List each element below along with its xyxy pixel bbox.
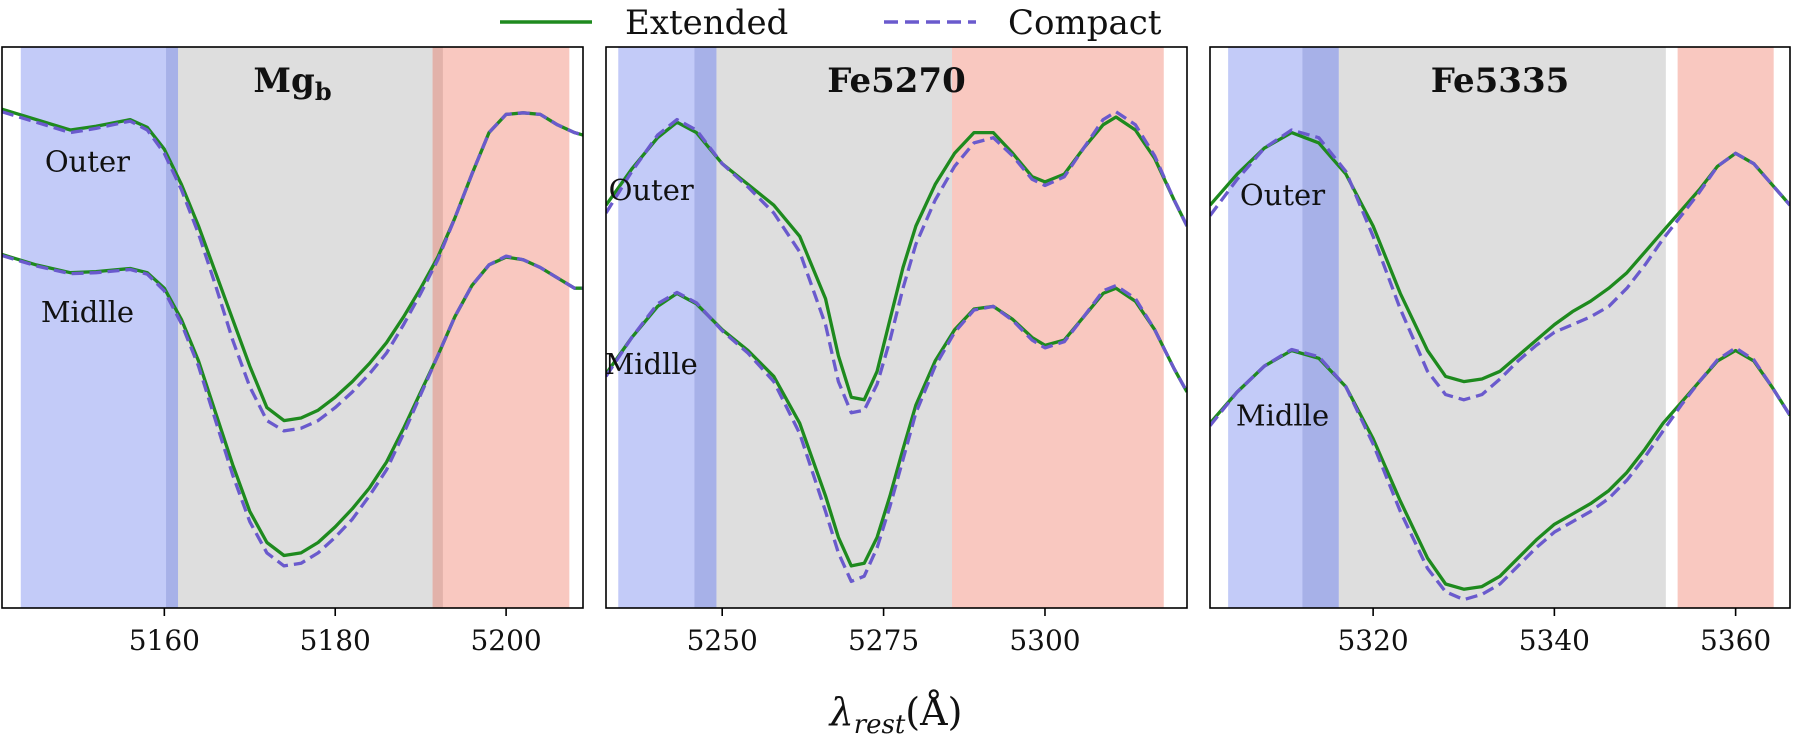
fe5270-band-red bbox=[952, 47, 1164, 608]
fe5335-band-red bbox=[1677, 47, 1774, 608]
x-axis-unit: (Å) bbox=[905, 690, 962, 734]
mgb-outer-compact-line bbox=[2, 110, 583, 433]
fe5335-tick-label-5360: 5360 bbox=[1700, 624, 1771, 657]
fe5270-band-grey bbox=[694, 47, 953, 608]
fe5270-band-blue-overlap bbox=[694, 47, 717, 608]
mgb-tick-label-5200: 5200 bbox=[470, 624, 541, 657]
fe5335-label-midlle: Midlle bbox=[1236, 399, 1329, 433]
fe5335-tick-label-5340: 5340 bbox=[1519, 624, 1590, 657]
mgb-band-blue-overlap bbox=[166, 47, 179, 608]
x-axis-subscript: rest bbox=[854, 710, 906, 740]
fe5335-plot-area bbox=[1210, 47, 1790, 608]
x-axis-label: λrest(Å) bbox=[828, 690, 963, 740]
legend-extended-label: Extended bbox=[625, 3, 788, 43]
fe5270-axes-frame bbox=[605, 46, 1188, 609]
fe5335-band-blue-overlap bbox=[1302, 47, 1339, 608]
fe5270-title: Fe5270 bbox=[827, 61, 966, 101]
fe5335-outer-compact-line bbox=[1210, 128, 1790, 402]
fe5335-title: Fe5335 bbox=[1431, 61, 1570, 101]
fe5270-tick-label-5250: 5250 bbox=[687, 624, 758, 657]
fe5270-middle-compact-line bbox=[606, 283, 1187, 584]
fe5270-tick-label-5300: 5300 bbox=[1009, 624, 1080, 657]
fe5335-middle-compact-line bbox=[1210, 346, 1790, 602]
fe5270-plot-area bbox=[606, 47, 1187, 608]
fe5335-tick-label-5320: 5320 bbox=[1337, 624, 1408, 657]
fe5270-label-midlle: Midlle bbox=[605, 347, 698, 381]
fe5335-axes-frame bbox=[1209, 46, 1791, 609]
fe5270-label-outer: Outer bbox=[609, 173, 694, 207]
fe5270-tick-label-5275: 5275 bbox=[848, 624, 919, 657]
mgb-band-red-overlap bbox=[432, 47, 443, 608]
legend-compact-label: Compact bbox=[1008, 3, 1162, 43]
mgb-plot-area bbox=[2, 47, 583, 608]
fe5335-outer-extended-line bbox=[1210, 130, 1790, 384]
panel-fe5335: 5320 5340 5360 Fe5335 Outer Midlle bbox=[1209, 46, 1791, 657]
mgb-band-blue bbox=[20, 47, 179, 608]
panel-mgb: 5160 5180 5200 Mgb Outer Midlle bbox=[1, 46, 584, 657]
mgb-tick-label-5160: 5160 bbox=[129, 624, 200, 657]
mgb-band-red bbox=[432, 47, 570, 608]
fe5335-band-grey bbox=[1302, 47, 1666, 608]
mgb-title: Mgb bbox=[253, 61, 331, 106]
fe5270-outer-compact-line bbox=[606, 110, 1187, 415]
mgb-label-midlle: Midlle bbox=[41, 295, 134, 329]
mgb-label-outer: Outer bbox=[45, 144, 130, 178]
fe5335-label-outer: Outer bbox=[1240, 178, 1325, 212]
legend: Extended Compact bbox=[500, 3, 1162, 43]
mgb-middle-compact-line bbox=[2, 253, 583, 568]
mgb-axes-frame bbox=[1, 46, 584, 609]
panel-fe5270: 5250 5275 5300 Fe5270 Outer Midlle bbox=[605, 46, 1188, 657]
mgb-tick-label-5180: 5180 bbox=[300, 624, 371, 657]
mgb-title-subscript: b bbox=[315, 77, 332, 106]
x-axis-symbol: λ bbox=[828, 690, 854, 734]
